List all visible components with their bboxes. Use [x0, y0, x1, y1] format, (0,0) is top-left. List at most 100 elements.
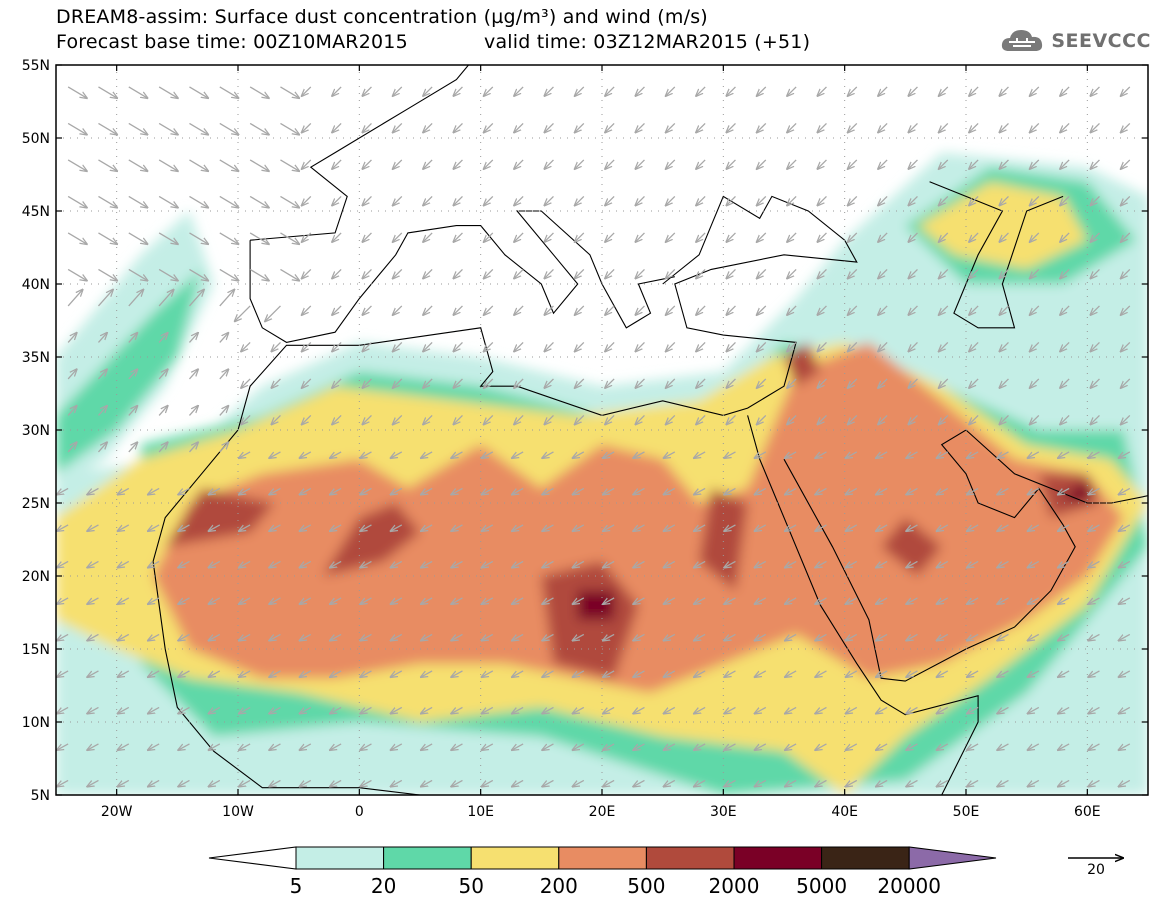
wind-arrow: [421, 524, 433, 531]
dust-region: [577, 590, 615, 620]
wind-arrow: [87, 779, 99, 786]
wind-arrow: [423, 122, 433, 132]
wind-arrow: [87, 524, 99, 531]
wind-arrow: [148, 670, 160, 677]
wind-arrow: [908, 414, 918, 424]
wind-arrow: [1088, 560, 1100, 567]
wind-arrow: [848, 414, 858, 424]
wind-arrow: [1121, 86, 1131, 96]
wind-arrow: [360, 706, 372, 713]
colorbar-segment: [470, 846, 560, 870]
wind-arrow: [158, 232, 178, 244]
wind-arrow: [635, 414, 645, 424]
wind-arrow: [876, 451, 888, 458]
wind-arrow: [908, 195, 918, 205]
wind-arrow: [219, 406, 229, 416]
colorbar-segment: [558, 846, 647, 870]
wind-arrow: [999, 122, 1009, 132]
wind-arrow: [1088, 706, 1100, 713]
wind-arrow: [605, 341, 615, 351]
wind-arrow: [423, 341, 433, 351]
wind-arrow: [1027, 451, 1040, 458]
wind-arrow: [484, 122, 494, 132]
wind-arrow: [219, 159, 239, 171]
wind-arrow: [726, 232, 736, 242]
wind-arrow: [575, 414, 585, 424]
wind-arrow: [332, 86, 342, 96]
wind-arrow: [178, 743, 190, 750]
wind-arrow: [878, 378, 888, 388]
wind-arrow: [67, 232, 87, 244]
wind-arrow: [1030, 414, 1040, 424]
wind-arrow: [1060, 159, 1070, 169]
wind-arrow: [997, 597, 1009, 604]
wind-arrow: [67, 406, 77, 416]
wind-arrow: [845, 779, 858, 786]
lon-tick-label: 20E: [589, 804, 616, 820]
wind-arrow: [605, 414, 615, 424]
wind-arrow: [969, 86, 979, 96]
wind-arrow: [390, 706, 403, 713]
wind-arrow: [219, 268, 239, 280]
wind-arrow: [451, 560, 463, 567]
wind-arrow: [1118, 743, 1131, 750]
wind-arrow: [1090, 305, 1100, 315]
wind-arrow: [542, 743, 554, 750]
wind-arrow: [188, 406, 198, 416]
wind-arrow: [421, 451, 433, 458]
wind-arrow: [514, 122, 524, 132]
wind-arrow: [421, 706, 433, 713]
wind-arrow: [848, 122, 858, 132]
wind-arrow: [97, 289, 113, 307]
wind-arrow: [117, 670, 130, 677]
wind-arrow: [605, 305, 615, 315]
wind-arrow: [1060, 232, 1070, 242]
lat-tick-label: 20N: [22, 569, 50, 585]
wind-arrow: [544, 414, 554, 424]
wind-arrow: [158, 122, 178, 134]
wind-arrow: [845, 706, 858, 713]
wind-arrow: [67, 159, 87, 171]
wind-arrow: [453, 268, 463, 278]
wind-arrow: [360, 779, 372, 786]
colorbar-label: 500: [627, 874, 665, 898]
wind-arrow: [1060, 195, 1070, 205]
wind-arrow: [280, 195, 299, 207]
wind-arrow: [633, 451, 645, 458]
wind-arrow: [269, 743, 281, 750]
wind-arrow: [1088, 670, 1100, 677]
wind-arrow: [605, 159, 615, 169]
wind-arrow: [362, 341, 372, 351]
wind-arrow: [57, 597, 69, 604]
colorbar-segment: [733, 846, 823, 870]
wind-arrow: [57, 670, 69, 677]
wind-arrow: [1121, 195, 1131, 205]
wind-arrow: [817, 378, 827, 388]
wind-arrow: [666, 86, 676, 96]
wind-arrow: [605, 378, 615, 388]
wind-arrow: [208, 524, 221, 531]
wind-arrow: [754, 779, 767, 786]
wind-arrow: [876, 487, 888, 494]
colorbar-segment: [383, 846, 472, 870]
wind-arrow: [666, 341, 676, 351]
wind-arrow: [188, 333, 198, 343]
wind-arrow: [663, 670, 676, 677]
wind-arrow: [572, 633, 585, 640]
wind-arrow: [484, 195, 494, 205]
wind-arrow: [787, 122, 797, 132]
wind-arrow: [453, 414, 463, 424]
wind-arrow: [787, 305, 797, 315]
wind-arrow: [128, 122, 148, 134]
wind-arrow: [117, 487, 130, 494]
wind-arrow: [544, 159, 554, 169]
wind-arrow: [453, 232, 463, 242]
wind-arrow: [817, 122, 827, 132]
wind-arrow: [845, 743, 858, 750]
lon-tick-label: 50E: [953, 804, 980, 820]
wind-arrow: [815, 633, 827, 640]
wind-arrow: [1058, 706, 1070, 713]
wind-arrow: [1058, 633, 1070, 640]
wind-arrow: [936, 451, 949, 458]
wind-arrow: [1030, 341, 1040, 351]
